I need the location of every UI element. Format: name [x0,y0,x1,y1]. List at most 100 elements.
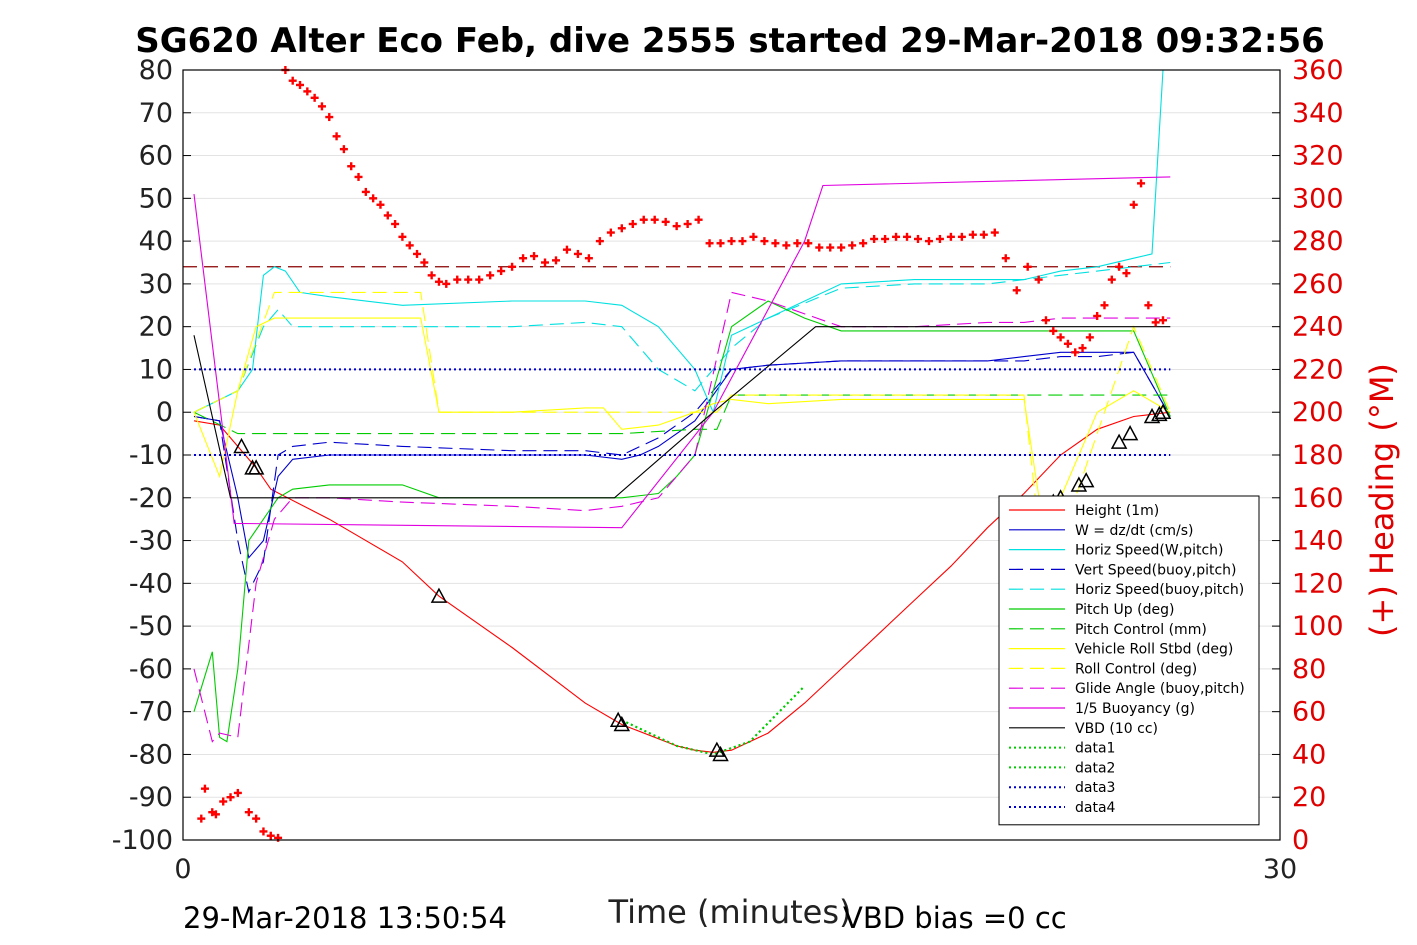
y-right-tick-label: 180 [1292,440,1344,471]
heading-point [903,232,912,241]
heading-point [361,187,370,196]
y-right-tick-label: 220 [1292,354,1344,385]
heading-point [310,93,319,102]
heading-point [376,200,385,209]
heading-point [508,262,517,271]
heading-point [672,222,681,231]
legend-label: Pitch Up (deg) [1075,602,1174,618]
y-tick-label: -80 [129,739,173,770]
heading-point [848,241,857,250]
heading-point [1144,301,1153,310]
heading-point [793,239,802,248]
triangle-marker [708,741,726,757]
heading-point [683,220,692,228]
y-right-tick-label: 160 [1292,483,1344,514]
series-line-6 [193,300,1171,743]
heading-point [1001,254,1010,263]
legend-label: Height (1m) [1075,503,1159,519]
heading-point [1034,275,1043,284]
heading-point [383,211,392,220]
series-line-14 [621,685,806,756]
y-right-tick-label: 300 [1292,183,1344,214]
legend-label: Horiz Speed(buoy,pitch) [1075,582,1244,598]
heading-point [197,814,206,823]
heading-point [252,814,261,823]
heading-point [957,232,966,241]
heading-point [870,234,879,243]
heading-point [303,87,312,96]
heading-point [935,234,944,243]
triangle-marker [1070,476,1088,492]
y-right-tick-label: 320 [1292,141,1344,172]
heading-point [339,145,348,154]
heading-point [398,232,407,241]
triangle-marker [712,745,729,762]
heading-point [1012,286,1021,295]
y-tick-label: 20 [139,312,173,343]
y-right-tick-label: 120 [1292,568,1344,599]
legend-label: Horiz Speed(W,pitch) [1075,543,1223,559]
heading-point [296,80,305,89]
heading-point [804,239,813,248]
y-tick-label: 80 [139,55,173,86]
heading-point [782,241,791,250]
triangle-marker [430,587,448,603]
heading-point [1063,339,1072,348]
heading-point [325,113,334,122]
y-right-tick-label: 260 [1292,269,1344,300]
heading-point [584,254,593,263]
heading-point [332,132,341,141]
heading-point [990,228,999,237]
triangle-marker [1154,403,1172,419]
heading-point [573,249,582,258]
heading-point [453,275,462,284]
y-right-tick-label: 100 [1292,611,1344,642]
heading-point [519,254,528,263]
y-right-tick-label: 60 [1292,697,1326,728]
legend-label: Vehicle Roll Stbd (deg) [1075,642,1233,658]
heading-point [391,220,400,228]
heading-point [347,162,356,171]
y-tick-label: -60 [129,654,173,685]
heading-point [405,241,414,250]
triangle-marker [1151,405,1168,422]
heading-point [420,258,429,267]
y-tick-label: 70 [139,98,173,129]
footer-vbd-bias: VBD bias =0 cc [843,901,1067,935]
heading-point [233,788,242,797]
legend-label: W = dz/dt (cm/s) [1075,523,1194,539]
heading-point [1093,311,1102,320]
x-axis-label: Time (minutes) [608,893,852,931]
heading-point [475,275,484,284]
y-tick-label: 10 [139,354,173,385]
heading-point [1071,348,1080,357]
heading-point [200,784,209,793]
series-line-7 [193,394,1171,435]
legend-label: VBD (10 cc) [1075,721,1158,737]
heading-point [354,172,363,181]
heading-point [317,102,326,111]
heading-point [979,230,988,239]
heading-point [211,810,220,819]
heading-point [913,234,922,243]
heading-markers [197,66,1167,842]
triangle-marker [247,459,265,475]
heading-point [716,239,725,248]
legend-label: data1 [1075,741,1115,757]
heading-point [639,215,648,224]
heading-point [1137,179,1146,188]
bottom-axis-ticks: 0 30 [174,832,1297,885]
heading-point [219,797,228,806]
y-tick-label: 30 [139,269,173,300]
heading-point [628,220,637,228]
y-tick-label: -10 [129,440,173,471]
heading-point [427,271,436,280]
heading-point [1122,269,1131,278]
heading-point [705,239,714,248]
legend: Height (1m) W = dz/dt (cm/s) Horiz Speed(W… [998,495,1260,826]
heading-point [259,827,268,836]
y-tick-label: 40 [139,226,173,257]
legend-label: Pitch Control (mm) [1075,622,1207,638]
heading-point [497,267,506,276]
